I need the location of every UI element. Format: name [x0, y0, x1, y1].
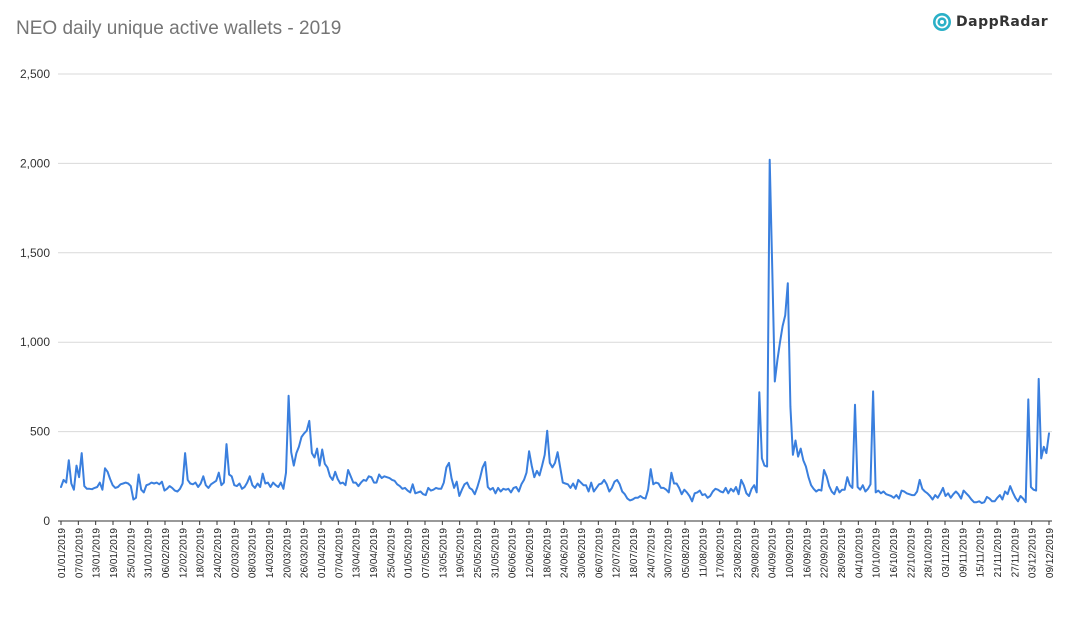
logo-text: DappRadar: [956, 14, 1049, 30]
x-tick-label: 12/06/2019: [525, 528, 536, 578]
x-tick-label: 30/06/2019: [577, 528, 588, 578]
y-tick-label: 500: [30, 425, 50, 439]
x-tick-label: 29/08/2019: [750, 528, 761, 578]
x-tick-label: 13/04/2019: [352, 528, 363, 578]
x-tick-label: 25/04/2019: [386, 528, 397, 578]
x-tick-label: 24/06/2019: [560, 528, 571, 578]
dappradar-logo: DappRadar: [932, 12, 1048, 32]
x-tick-label: 07/01/2019: [74, 528, 85, 578]
y-tick-label: 0: [43, 514, 50, 528]
x-tick-label: 17/08/2019: [716, 528, 727, 578]
x-tick-label: 24/02/2019: [213, 528, 224, 578]
x-tick-label: 06/02/2019: [161, 528, 172, 578]
x-tick-label: 16/09/2019: [802, 528, 813, 578]
x-tick-label: 20/03/2019: [282, 528, 293, 578]
gridlines: [58, 73, 1052, 522]
x-tick-label: 26/03/2019: [300, 528, 311, 578]
x-tick-label: 09/12/2019: [1045, 528, 1056, 578]
x-tick-label: 04/09/2019: [768, 528, 779, 578]
x-tick-label: 05/08/2019: [681, 528, 692, 578]
y-tick-label: 1,500: [20, 246, 50, 260]
series-group: [60, 158, 1050, 505]
dappradar-logo-icon: [933, 13, 951, 31]
x-tick-label: 11/08/2019: [698, 528, 709, 578]
x-tick-label: 06/06/2019: [508, 528, 519, 578]
x-tick-label: 22/09/2019: [820, 528, 831, 578]
x-tick-label: 07/05/2019: [421, 528, 432, 578]
x-tick-label: 03/11/2019: [941, 528, 952, 578]
x-tick-label: 04/10/2019: [854, 528, 865, 578]
x-tick-label: 14/03/2019: [265, 528, 276, 578]
x-tick-label: 19/04/2019: [369, 528, 380, 578]
x-tick-label: 12/07/2019: [612, 528, 623, 578]
y-axis: 0 500 1,000 1,500 2,000 2,500: [20, 67, 50, 528]
x-tick-label: 16/10/2019: [889, 528, 900, 578]
x-tick-label: 31/01/2019: [144, 528, 155, 578]
x-tick-label: 18/06/2019: [542, 528, 553, 578]
x-tick-label: 12/02/2019: [178, 528, 189, 578]
x-tick-label: 02/03/2019: [230, 528, 241, 578]
x-tick-label: 27/11/2019: [1010, 528, 1021, 578]
chart-title: NEO daily unique active wallets - 2019: [16, 18, 342, 39]
x-tick-label: 19/01/2019: [109, 528, 120, 578]
y-tick-label: 2,000: [20, 156, 50, 170]
x-tick-label: 28/10/2019: [924, 528, 935, 578]
x-tick-label: 09/11/2019: [958, 528, 969, 578]
x-tick-label: 13/05/2019: [438, 528, 449, 578]
x-tick-label: 30/07/2019: [664, 528, 675, 578]
x-tick-label: 18/02/2019: [196, 528, 207, 578]
x-tick-label: 10/10/2019: [872, 528, 883, 578]
x-tick-label: 19/05/2019: [456, 528, 467, 578]
y-tick-label: 2,500: [20, 67, 50, 81]
x-tick-label: 24/07/2019: [646, 528, 657, 578]
x-tick-label: 18/07/2019: [629, 528, 640, 578]
x-tick-label: 13/01/2019: [92, 528, 103, 578]
x-tick-label: 01/04/2019: [317, 528, 328, 578]
x-tick-label: 25/01/2019: [126, 528, 137, 578]
y-tick-label: 1,000: [20, 335, 50, 349]
x-tick-label: 10/09/2019: [785, 528, 796, 578]
x-tick-label: 03/12/2019: [1028, 528, 1039, 578]
x-tick-label: 23/08/2019: [733, 528, 744, 578]
x-tick-label: 01/05/2019: [404, 528, 415, 578]
x-tick-label: 06/07/2019: [594, 528, 605, 578]
x-tick-label: 22/10/2019: [906, 528, 917, 578]
x-tick-label: 15/11/2019: [976, 528, 987, 578]
x-tick-label: 07/04/2019: [334, 528, 345, 578]
x-tick-label: 08/03/2019: [248, 528, 259, 578]
x-tick-label: 21/11/2019: [993, 528, 1004, 578]
x-tick-label: 01/01/2019: [57, 528, 68, 578]
x-tick-label: 28/09/2019: [837, 528, 848, 578]
x-tick-label: 25/05/2019: [473, 528, 484, 578]
series-line: [60, 158, 1050, 505]
x-tick-label: 31/05/2019: [490, 528, 501, 578]
x-axis: 01/01/2019 07/01/2019 13/01/2019 19/01/2019…: [57, 521, 1056, 578]
